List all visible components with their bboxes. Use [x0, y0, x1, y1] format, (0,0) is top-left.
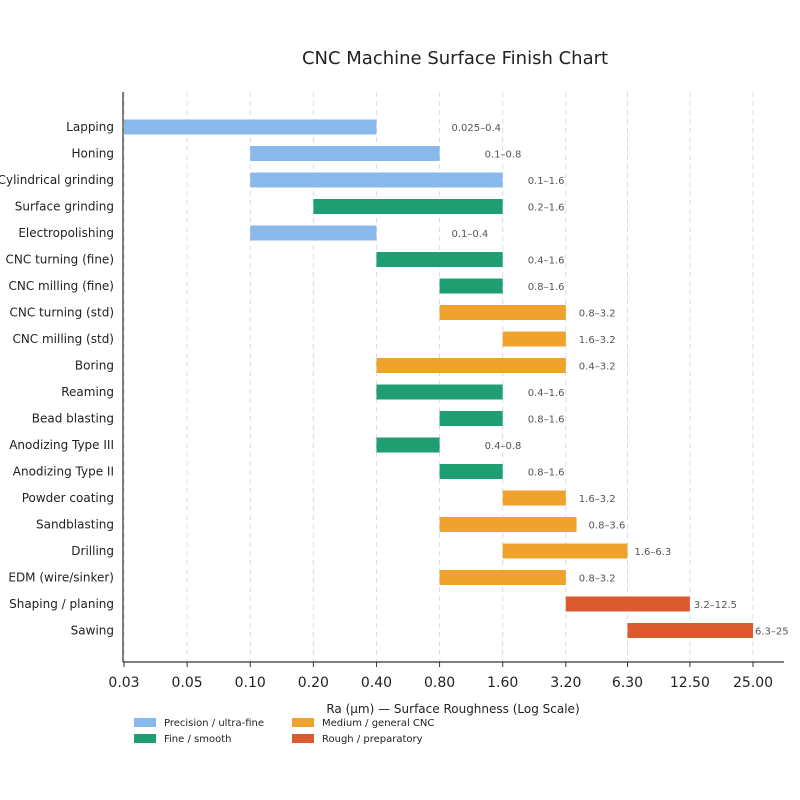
x-tick-label: 0.20: [298, 675, 329, 691]
range-bar: [439, 464, 503, 479]
category-label: Lapping: [66, 120, 114, 134]
range-label: 0.8–1.6: [528, 468, 565, 479]
range-bar: [250, 146, 440, 161]
range-bar: [439, 570, 566, 585]
range-bar: [439, 278, 503, 294]
legend-label: Rough / preparatory: [322, 734, 423, 745]
range-bar: [376, 384, 503, 400]
category-label: CNC turning (fine): [6, 253, 114, 267]
legend-swatch: [134, 718, 156, 727]
range-label: 3.2–12.5: [694, 600, 737, 611]
range-bar: [627, 623, 753, 638]
category-label: CNC milling (std): [12, 332, 114, 346]
x-tick-label: 12.50: [670, 675, 710, 691]
x-ticks: 0.03 0.05 0.10 0.20 0.40 0.80 1.60 3.20 6.30 12.5…: [108, 662, 773, 691]
range-label: 0.8–3.6: [589, 521, 626, 532]
category-label: Honing: [71, 147, 114, 161]
x-tick-label: 0.05: [172, 675, 203, 691]
legend-swatch: [292, 734, 314, 743]
x-tick-label: 0.03: [108, 675, 139, 691]
x-tick-label: 0.80: [424, 675, 455, 691]
x-tick-label: 25.00: [733, 675, 773, 691]
range-label: 0.8–1.6: [528, 415, 565, 426]
range-bar: [439, 411, 503, 426]
range-bar: [565, 596, 690, 612]
chart-title: CNC Machine Surface Finish Chart: [302, 48, 608, 69]
range-label: 0.4–3.2: [579, 362, 616, 373]
range-label: 0.4–0.8: [485, 441, 522, 452]
legend-swatch: [134, 734, 156, 743]
range-bar: [376, 252, 503, 267]
range-label: 0.1–0.8: [485, 150, 522, 161]
range-bar: [250, 172, 503, 188]
category-label: Reaming: [61, 385, 114, 399]
x-tick-label: 6.30: [612, 675, 643, 691]
legend-label: Fine / smooth: [164, 734, 231, 745]
range-bar: [376, 437, 440, 453]
range-label: 0.2–1.6: [528, 203, 565, 214]
range-bar: [502, 543, 628, 559]
range-bar: [313, 199, 503, 214]
category-label: Electropolishing: [18, 226, 114, 240]
x-tick-label: 1.60: [487, 675, 518, 691]
category-label: Sawing: [71, 624, 114, 638]
category-label: Powder coating: [22, 491, 114, 505]
category-label: EDM (wire/sinker): [8, 571, 114, 585]
category-label: Drilling: [71, 544, 114, 558]
axes: [122, 92, 784, 663]
range-label: 0.4–1.6: [528, 388, 565, 399]
x-tick-label: 3.20: [550, 675, 581, 691]
range-label: 0.8–3.2: [579, 574, 616, 585]
range-label: 0.025–0.4: [451, 123, 501, 134]
x-tick-label: 0.40: [361, 675, 392, 691]
category-label: CNC milling (fine): [8, 279, 114, 293]
range-label: 0.1–1.6: [528, 176, 565, 187]
legend: Precision / ultra-fine Fine / smooth Mediu…: [134, 718, 434, 745]
category-label: Surface grinding: [15, 200, 114, 214]
range-label: 0.8–3.2: [579, 309, 616, 320]
range-label: 1.6–3.2: [579, 494, 616, 505]
category-label: CNC turning (std): [10, 306, 115, 320]
range-bar: [376, 358, 566, 373]
range-bar: [250, 225, 377, 241]
range-label: 1.6–3.2: [579, 335, 616, 346]
category-label: Sandblasting: [36, 518, 114, 532]
x-tick-label: 0.10: [235, 675, 266, 691]
range-label: 0.1–0.4: [451, 229, 488, 240]
category-label: Cylindrical grinding: [0, 173, 114, 187]
range-label: 0.4–1.6: [528, 256, 565, 267]
x-axis-label: Ra (µm) — Surface Roughness (Log Scale): [326, 702, 579, 716]
category-label: Boring: [75, 359, 114, 373]
range-bar: [502, 331, 566, 347]
category-label: Anodizing Type II: [13, 465, 114, 479]
category-label: Bead blasting: [32, 412, 114, 426]
legend-label: Medium / general CNC: [322, 718, 434, 729]
range-bar: [502, 490, 566, 506]
range-label: 1.6–6.3: [634, 547, 671, 558]
range-bar: [124, 119, 377, 135]
range-label: 6.3–25: [755, 627, 789, 638]
range-label: 0.8–1.6: [528, 282, 565, 293]
category-label: Shaping / planing: [9, 597, 114, 611]
category-labels: Lapping Honing Cylindrical grinding Surface…: [0, 120, 114, 638]
range-labels: 0.025–0.4 0.1–0.8 0.1–1.6 0.2–1.6 0.1–0.4 0.4…: [451, 123, 788, 638]
legend-label: Precision / ultra-fine: [164, 718, 264, 729]
range-bar: [439, 517, 577, 532]
range-bars: [124, 119, 753, 638]
range-bar: [439, 305, 566, 320]
legend-swatch: [292, 718, 314, 727]
category-label: Anodizing Type III: [9, 438, 114, 452]
